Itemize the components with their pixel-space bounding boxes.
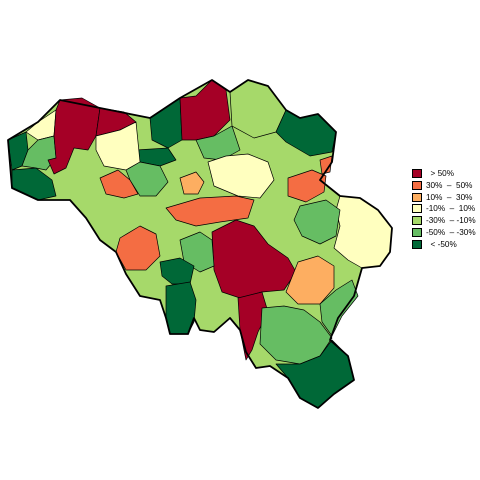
region-huy[interactable] [293,199,341,245]
legend-label: 10% – 30% [426,192,473,202]
region-antwerp[interactable] [179,79,231,141]
legend-label: > 50% [426,169,454,178]
region-liege[interactable] [287,169,327,203]
region-aalst[interactable] [125,161,169,197]
legend-item: -10% – 10% [408,203,480,215]
legend-item: 30% – 50% [408,180,480,192]
region-bastogne[interactable] [319,279,359,337]
legend-swatch [412,180,422,190]
region-bruges[interactable] [47,97,101,175]
legend: > 50% 30% – 50% 10% – 30% -10% – 10% -30… [408,168,480,251]
legend-item: -50% – -30% [408,227,480,239]
legend-item: 10% – 30% [408,192,480,204]
legend-label: 30% – 50% [426,180,473,190]
region-leuven[interactable] [207,153,275,199]
region-namur[interactable] [211,219,297,299]
legend-item: < -50% [408,239,480,251]
region-liege-east[interactable] [319,155,333,175]
legend-swatch [412,227,422,237]
region-neufchateau[interactable] [259,305,333,365]
legend-item: > 50% [408,168,480,180]
legend-label: -30% – -10% [426,216,476,226]
region-west-orange[interactable] [99,169,139,199]
region-walloon-brabant[interactable] [165,195,255,227]
legend-swatch [412,204,422,214]
region-ghent-north[interactable] [149,97,183,149]
region-brussels[interactable] [179,171,205,195]
region-mechelen[interactable] [195,125,241,161]
legend-label: < -50% [426,239,457,249]
legend-label: -50% – -30% [426,227,476,237]
legend-swatch [412,216,422,226]
legend-swatch [412,169,422,178]
country-border [7,79,393,409]
legend-item: -30% – -10% [408,215,480,227]
legend-label: -10% – 10% [426,204,476,214]
legend-swatch [412,239,422,249]
legend-swatch [412,192,422,202]
region-marche[interactable] [285,255,335,305]
